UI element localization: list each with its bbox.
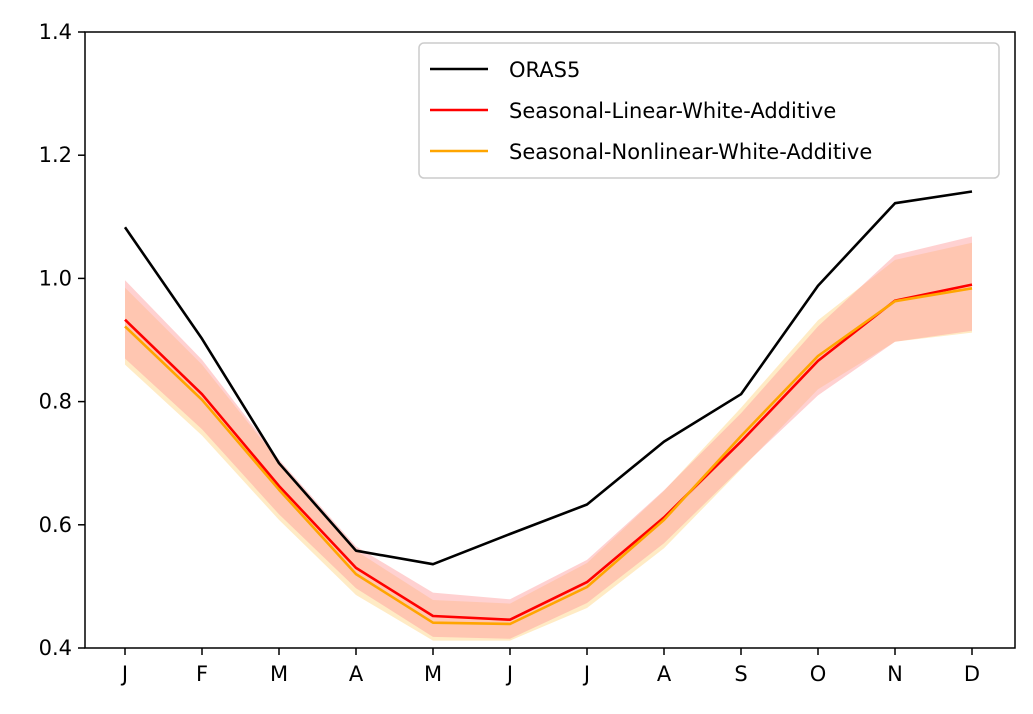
confidence-bands: [125, 236, 972, 641]
y-axis: 0.4 0.6 0.8 1.0 1.2 1.4: [39, 20, 85, 660]
band-linear: [125, 236, 972, 639]
legend-label: Seasonal-Linear-White-Additive: [509, 99, 836, 123]
band-nonlinear: [125, 242, 972, 641]
line-seasonal-nonlinear: [124, 287, 973, 626]
x-tick-label: A: [657, 662, 672, 686]
y-tick-label: 1.4: [39, 20, 72, 44]
x-tick-label: O: [810, 662, 827, 686]
line-seasonal-linear: [124, 283, 973, 622]
y-tick-label: 0.8: [39, 390, 72, 414]
x-tick-label: J: [505, 662, 513, 686]
x-tick-label: A: [349, 662, 364, 686]
x-tick-label: F: [196, 662, 208, 686]
y-tick-label: 0.6: [39, 513, 72, 537]
legend: ORAS5 Seasonal-Linear-White-Additive Seaso…: [418, 42, 1000, 179]
x-tick-label: M: [424, 662, 442, 686]
x-tick-label: J: [582, 662, 590, 686]
legend-label: ORAS5: [509, 58, 580, 82]
y-tick-label: 0.4: [39, 636, 72, 660]
y-tick-label: 1.0: [39, 266, 72, 290]
legend-label: Seasonal-Nonlinear-White-Additive: [509, 140, 872, 164]
legend-entry-seasonal-linear: Seasonal-Linear-White-Additive: [430, 99, 836, 123]
x-tick-label: D: [964, 662, 980, 686]
legend-box: [418, 42, 1000, 179]
x-tick-label: N: [887, 662, 903, 686]
x-tick-label: S: [734, 662, 747, 686]
line-oras5: [123, 190, 973, 566]
series-lines: [123, 190, 973, 626]
plot-frame: [84, 31, 1016, 649]
x-tick-label: J: [120, 662, 128, 686]
y-tick-label: 1.2: [39, 143, 72, 167]
x-tick-label: M: [270, 662, 288, 686]
legend-entry-seasonal-nonlinear: Seasonal-Nonlinear-White-Additive: [430, 140, 872, 164]
legend-entry-oras5: ORAS5: [430, 58, 580, 82]
